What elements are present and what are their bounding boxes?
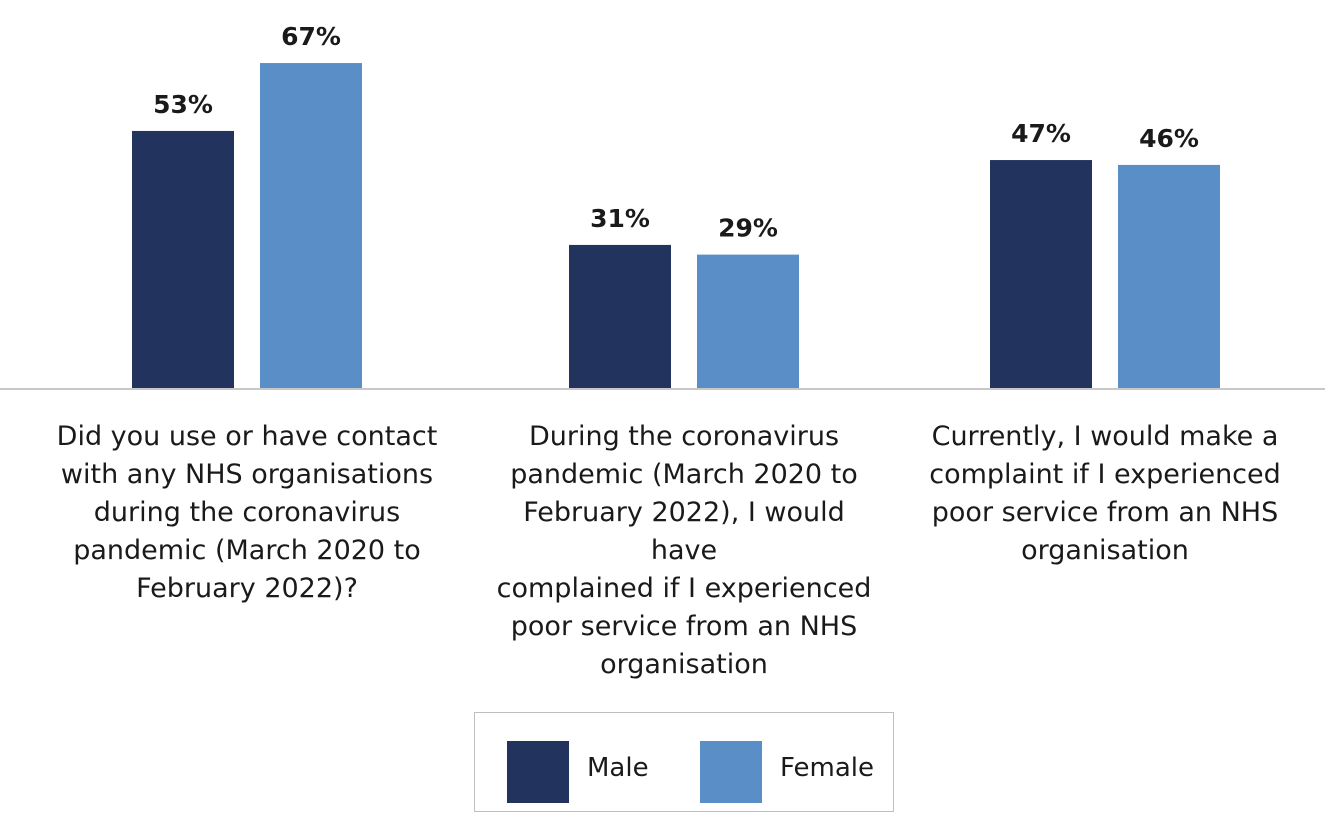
value-label-female-1: 67% [281, 22, 341, 51]
category-label-line: February 2022)? [136, 573, 358, 604]
bar-female-1 [260, 63, 362, 389]
bar-male-2 [569, 244, 671, 388]
category-label-line: organisation [1021, 535, 1189, 566]
category-label-line: complained if I experienced [496, 573, 872, 604]
category-label-line: organisation [600, 649, 768, 680]
category-label-line: during the coronavirus [93, 497, 401, 528]
category-label-line: complaint if I experienced [929, 459, 1281, 490]
category-label-line: poor service from an NHS [510, 611, 858, 642]
bar-male-1 [132, 130, 234, 388]
bar-female-2 [697, 254, 799, 388]
category-label-line: poor service from an NHS [931, 497, 1279, 528]
value-label-female-3: 46% [1139, 124, 1199, 153]
legend-swatch-female [700, 741, 762, 803]
value-label-male-3: 47% [1011, 119, 1071, 148]
category-label-line: Currently, I would make a [931, 421, 1279, 452]
category-label-line: pandemic (March 2020 to [73, 535, 421, 566]
category-label-1: Did you use or have contact with any NHS … [52, 418, 442, 608]
bars-group [132, 63, 1220, 389]
legend-label-female: Female [780, 753, 875, 783]
category-label-line: During the coronavirus [528, 421, 840, 452]
category-label-line: Did you use or have contact [56, 421, 438, 452]
value-label-female-2: 29% [718, 214, 778, 243]
category-label-3: Currently, I would make a complaint if I … [910, 418, 1300, 570]
legend-swatch-male [507, 741, 569, 803]
category-label-line: pandemic (March 2020 to [510, 459, 858, 490]
value-labels-group: 53% 67% 31% 29% 47% 46% [153, 22, 1199, 243]
legend: Male Female [474, 712, 894, 812]
category-label-line: with any NHS organisations [60, 459, 434, 490]
bar-male-3 [990, 160, 1092, 388]
legend-label-male: Male [587, 753, 649, 783]
bar-female-3 [1118, 164, 1220, 388]
value-label-male-2: 31% [590, 204, 650, 233]
category-label-line: February 2022), I would have [523, 497, 845, 566]
value-label-male-1: 53% [153, 90, 213, 119]
category-label-2: During the coronavirus pandemic (March 20… [489, 418, 879, 684]
